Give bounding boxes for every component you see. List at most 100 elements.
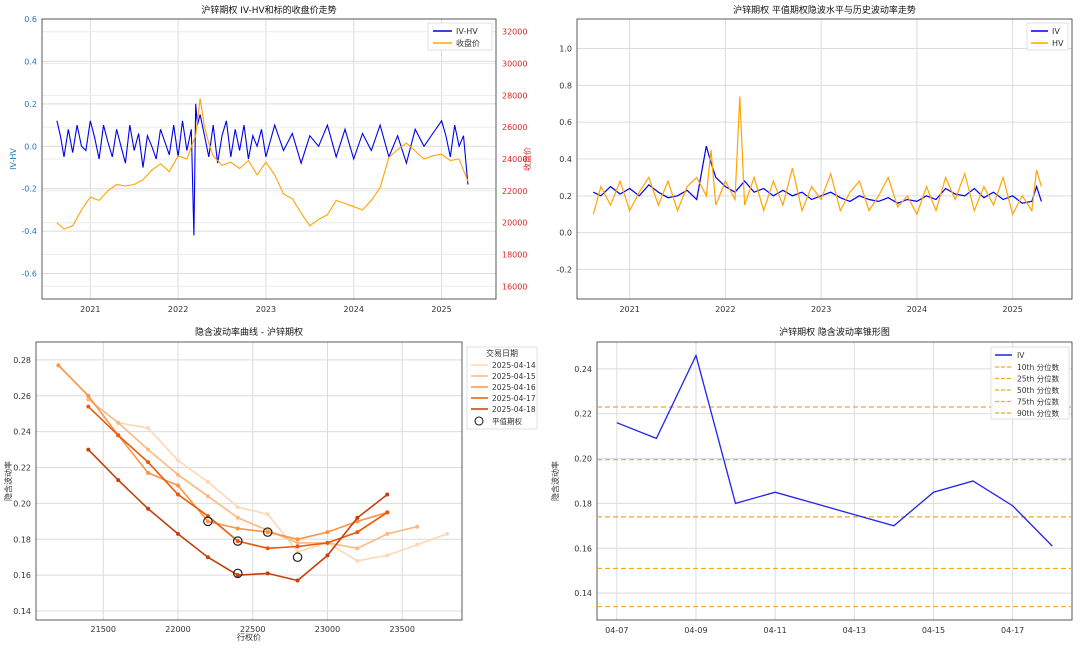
data-point: [265, 546, 270, 551]
series-2025-04-16: [56, 363, 390, 542]
legend-label: HV: [1052, 39, 1064, 48]
data-point: [146, 506, 151, 511]
data-point: [385, 492, 390, 497]
data-point: [355, 530, 360, 535]
data-point: [265, 512, 270, 517]
y-axis-label: 隐含波动率: [3, 461, 13, 501]
y-tick-label: -0.2: [556, 266, 572, 275]
series-line-0: [616, 353, 1053, 547]
data-point: [146, 460, 151, 465]
legend: IV HV: [1026, 22, 1069, 51]
x-tick-label: 2021: [80, 305, 100, 314]
x-tick-label: 04-11: [764, 626, 787, 635]
atm-marker: [262, 527, 273, 537]
legend-label: 2025-04-14: [492, 361, 536, 370]
y2-tick-label: 20000: [502, 219, 527, 228]
x-tick-label: 04-17: [1001, 626, 1024, 635]
legend-label: 10th 分位数: [1017, 362, 1060, 372]
y-tick-label: 0.24: [13, 428, 31, 437]
y2-axis-label: 收盘价: [522, 147, 532, 171]
data-point: [325, 553, 330, 558]
x-tick-label: 2025: [1002, 305, 1022, 314]
y-tick-label: 0.22: [13, 464, 31, 473]
data-point: [235, 526, 240, 531]
y-tick-label: 0.18: [574, 499, 592, 508]
series-line-1: [56, 98, 469, 230]
y-tick-label: 0.2: [559, 192, 572, 201]
data-point: [415, 524, 420, 529]
data-point: [445, 531, 450, 536]
data-point: [205, 479, 210, 484]
y-tick-label: 0.20: [574, 455, 592, 464]
data-point: [265, 571, 270, 576]
series-2025-04-14: [116, 420, 450, 563]
series-line: [118, 421, 448, 562]
x-tick-label: 04-15: [922, 626, 945, 635]
y-tick-label: -0.4: [21, 227, 37, 236]
series-line: [87, 398, 418, 550]
x-tick-label: 2024: [344, 305, 364, 314]
y-tick-label: 0.24: [574, 365, 592, 374]
x-tick-label: 23500: [389, 625, 414, 634]
data-point: [176, 458, 180, 463]
x-tick-label: 2023: [811, 305, 831, 314]
legend: 交易日期 2025-04-14 2025-04-15 2025-04-16 2025-0…: [466, 346, 538, 430]
legend-label: 75th 分位数: [1017, 397, 1060, 407]
data-point: [146, 470, 151, 475]
data-point: [325, 530, 330, 535]
plot-frame: [41, 18, 497, 300]
y-tick-label: 0.4: [24, 57, 37, 66]
data-point: [205, 519, 210, 524]
grid: [42, 18, 496, 299]
x-tick-label: 2024: [907, 305, 927, 314]
chart4-svg: 04-07 04-09 04-11 04-13 04-15 04-17 0.14 0.16 0.…: [550, 326, 1073, 635]
series-2025-04-17: [86, 404, 390, 551]
data-point: [385, 553, 390, 558]
legend-label: 2025-04-15: [492, 372, 536, 381]
data-point: [176, 472, 180, 477]
y-tick-label: 0.14: [13, 607, 31, 616]
y-axis-label: 隐含波动率: [550, 461, 560, 501]
y-axis-label: IV-HV: [9, 148, 18, 170]
y2-tick-label: 28000: [502, 91, 527, 100]
legend-box: [990, 346, 1070, 420]
y-tick-label: 0.22: [574, 410, 592, 419]
chart2-svg: 2021 2022 2023 2024 2025 -0.2 0.0 0.2 0.4 0.6 0.8 1…: [556, 4, 1073, 314]
y-tick-label: 0.26: [13, 392, 31, 401]
data-point: [205, 555, 210, 560]
chart-title: 沪锌期权 平值期权隐波水平与历史波动率走势: [733, 4, 916, 16]
data-point: [116, 420, 121, 425]
legend-label: 2025-04-18: [492, 405, 536, 414]
series-line-0: [593, 145, 1042, 204]
y-tick-label: 0.0: [559, 229, 572, 238]
legend-label: 2025-04-17: [492, 394, 536, 403]
y2-tick-label: 26000: [502, 123, 527, 132]
x-tick-label: 04-07: [605, 626, 628, 635]
data-point: [235, 505, 240, 510]
chart1-svg: 2021 2022 2023 2024 2025 -0.6 -0.4 -0.2 0.0 0.2 0.…: [9, 4, 532, 314]
chart-title: 隐含波动率曲线 - 沪锌期权: [195, 326, 303, 338]
atm-marker: [232, 568, 243, 579]
legend-label: IV: [1052, 27, 1060, 36]
data-point: [235, 573, 240, 578]
iv-hv-price-chart: 2021 2022 2023 2024 2025 -0.6 -0.4 -0.2 0.0 0.2 0.…: [0, 0, 540, 323]
legend-atm-marker: [474, 416, 484, 426]
y2-tick-label: 16000: [502, 282, 527, 291]
data-point: [86, 447, 91, 452]
atm-marker: [292, 552, 303, 563]
data-point: [355, 558, 360, 563]
series-line-1: [592, 96, 1042, 216]
y2-tick-label: 22000: [502, 187, 527, 196]
legend-label: 平值期权: [492, 416, 522, 426]
legend-label: IV-HV: [456, 27, 478, 36]
data-point: [176, 531, 180, 536]
x-tick-label: 21500: [91, 625, 116, 634]
atm-marker: [203, 516, 213, 527]
data-point: [355, 546, 360, 551]
legend-label: 25th 分位数: [1017, 374, 1060, 384]
y-tick-label: 0.16: [13, 571, 31, 580]
data-point: [176, 483, 180, 488]
data-point: [385, 510, 390, 515]
data-point: [205, 494, 210, 499]
